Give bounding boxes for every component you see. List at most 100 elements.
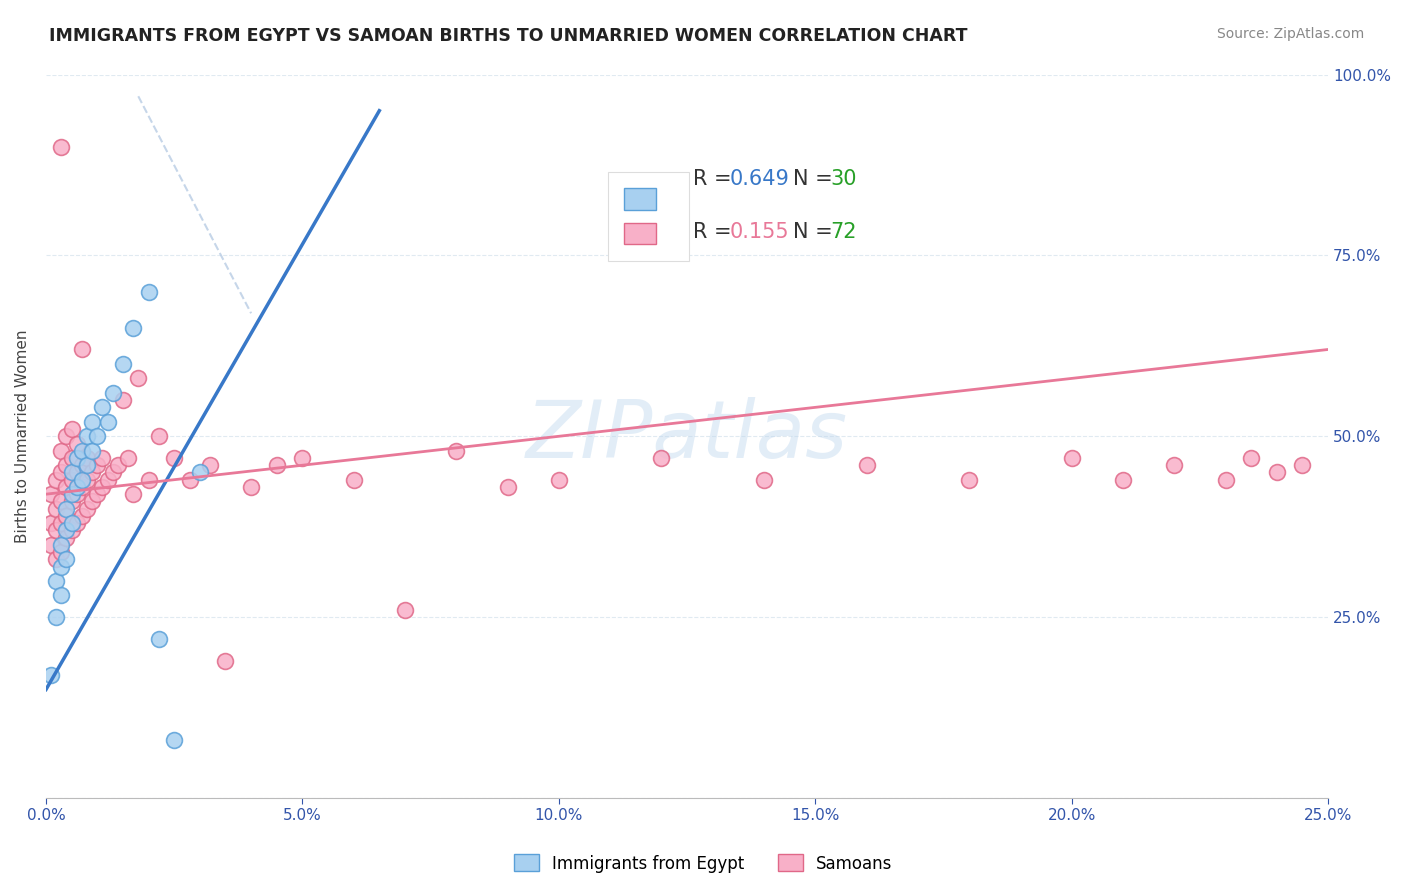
Point	[45, 574, 67, 588]
Point	[446, 443, 468, 458]
Point	[66, 466, 89, 480]
Point	[117, 450, 139, 465]
Point	[148, 429, 170, 443]
Point	[51, 494, 73, 508]
Point	[122, 487, 145, 501]
Point	[111, 393, 134, 408]
Point	[291, 450, 314, 465]
Point	[394, 603, 416, 617]
Point	[91, 450, 114, 465]
Point	[76, 501, 98, 516]
Point	[1291, 458, 1313, 473]
Point	[1215, 473, 1237, 487]
Point	[86, 487, 108, 501]
Point	[496, 480, 519, 494]
Text: 72: 72	[831, 221, 858, 242]
Point	[51, 559, 73, 574]
Point	[70, 343, 93, 357]
Point	[70, 443, 93, 458]
Point	[188, 466, 211, 480]
Point	[45, 501, 67, 516]
Point	[60, 487, 83, 501]
Point	[107, 458, 129, 473]
Point	[55, 501, 77, 516]
Point	[60, 422, 83, 436]
Point	[70, 473, 93, 487]
Point	[82, 415, 104, 429]
Point	[86, 429, 108, 443]
Point	[60, 494, 83, 508]
Point	[70, 480, 93, 494]
Point	[82, 494, 104, 508]
Point	[91, 401, 114, 415]
Point	[51, 545, 73, 559]
Text: R =: R =	[693, 169, 738, 189]
Point	[163, 733, 186, 747]
Point	[547, 473, 569, 487]
Point	[45, 473, 67, 487]
Legend: , : ,	[607, 172, 689, 261]
Point	[70, 458, 93, 473]
Point	[91, 480, 114, 494]
Point	[39, 538, 62, 552]
Point	[163, 450, 186, 465]
Text: R =: R =	[693, 221, 738, 242]
Point	[82, 466, 104, 480]
Text: ZIPatlas: ZIPatlas	[526, 397, 848, 475]
Point	[76, 429, 98, 443]
Point	[101, 466, 124, 480]
Point	[51, 589, 73, 603]
Point	[650, 450, 672, 465]
Point	[60, 473, 83, 487]
Legend: Immigrants from Egypt, Samoans: Immigrants from Egypt, Samoans	[508, 847, 898, 880]
Point	[343, 473, 366, 487]
Point	[266, 458, 288, 473]
Point	[45, 552, 67, 566]
Point	[1265, 466, 1288, 480]
Point	[76, 458, 98, 473]
Point	[55, 524, 77, 538]
Text: 30: 30	[831, 169, 858, 189]
Text: Source: ZipAtlas.com: Source: ZipAtlas.com	[1216, 27, 1364, 41]
Point	[60, 450, 83, 465]
Point	[66, 516, 89, 530]
Point	[1112, 473, 1135, 487]
Point	[148, 632, 170, 646]
Point	[51, 466, 73, 480]
Point	[111, 357, 134, 371]
Point	[855, 458, 877, 473]
Point	[66, 436, 89, 450]
Point	[45, 610, 67, 624]
Point	[55, 531, 77, 545]
Point	[76, 473, 98, 487]
Point	[55, 429, 77, 443]
Point	[1060, 450, 1083, 465]
Point	[138, 473, 160, 487]
Point	[70, 508, 93, 523]
Point	[55, 480, 77, 494]
Point	[214, 654, 236, 668]
Point	[240, 480, 263, 494]
Point	[51, 538, 73, 552]
Point	[45, 524, 67, 538]
Point	[66, 480, 89, 494]
Point	[82, 443, 104, 458]
Point	[1163, 458, 1185, 473]
Text: 0.155: 0.155	[730, 221, 789, 242]
Point	[198, 458, 221, 473]
Point	[60, 466, 83, 480]
Point	[86, 458, 108, 473]
Point	[127, 371, 149, 385]
Point	[51, 516, 73, 530]
Point	[752, 473, 775, 487]
Text: 0.649: 0.649	[730, 169, 789, 189]
Point	[96, 415, 118, 429]
Point	[51, 443, 73, 458]
Point	[39, 516, 62, 530]
Point	[957, 473, 980, 487]
Text: N =: N =	[793, 169, 839, 189]
Text: IMMIGRANTS FROM EGYPT VS SAMOAN BIRTHS TO UNMARRIED WOMEN CORRELATION CHART: IMMIGRANTS FROM EGYPT VS SAMOAN BIRTHS T…	[49, 27, 967, 45]
Point	[39, 668, 62, 682]
Point	[60, 516, 83, 530]
Y-axis label: Births to Unmarried Women: Births to Unmarried Women	[15, 329, 30, 543]
